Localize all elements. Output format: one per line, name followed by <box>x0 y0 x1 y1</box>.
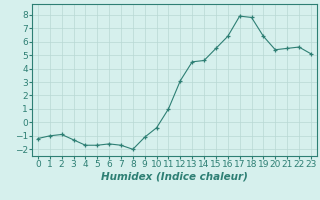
X-axis label: Humidex (Indice chaleur): Humidex (Indice chaleur) <box>101 172 248 182</box>
